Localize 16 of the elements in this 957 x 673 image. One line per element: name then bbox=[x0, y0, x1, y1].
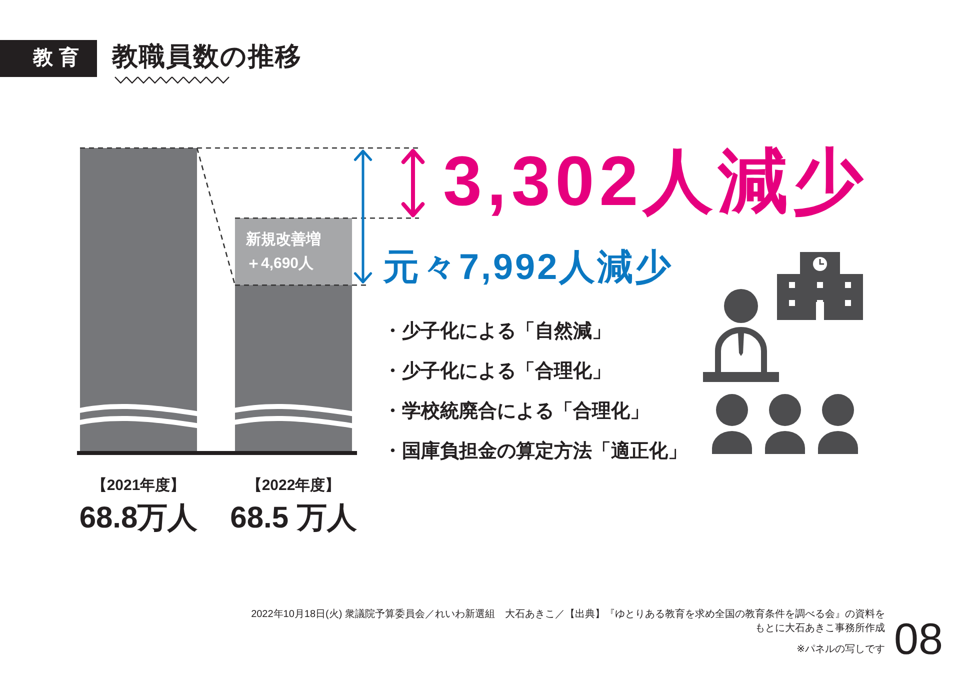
text: ・少子化による「合理化」 bbox=[383, 360, 611, 384]
text: ・少子化による「自然減」 bbox=[383, 320, 611, 344]
text: ・国庫負担金の算定方法「適正化」 bbox=[383, 440, 687, 464]
section-tag: 教育 bbox=[0, 40, 97, 77]
data-label: 68.5 万人 bbox=[230, 501, 358, 534]
text: ※パネルの写しです bbox=[796, 643, 885, 657]
text: 元々7,992人減少 bbox=[383, 246, 674, 287]
text: 08 bbox=[894, 615, 943, 664]
text: ・学校統廃合による「合理化」 bbox=[383, 400, 649, 424]
text: 3,302人減少 bbox=[443, 142, 868, 220]
text: 2022年10月18日(火) 衆議院予算委員会／れいわ新選組 大石あきこ／【出典】『ゆとりある教育を求め全国の教育条件を調べる会』の資料をもとに大石あきこ事務所作成 bbox=[250, 608, 885, 636]
chart-subtitle: 教育 bbox=[33, 46, 85, 71]
chart-title: 教職員数の推移 bbox=[112, 40, 302, 72]
x-tick-label: 【2021年度】 bbox=[92, 476, 186, 494]
data-label: 68.8万人 bbox=[79, 501, 199, 534]
x-tick-label: 【2022年度】 bbox=[246, 476, 340, 494]
